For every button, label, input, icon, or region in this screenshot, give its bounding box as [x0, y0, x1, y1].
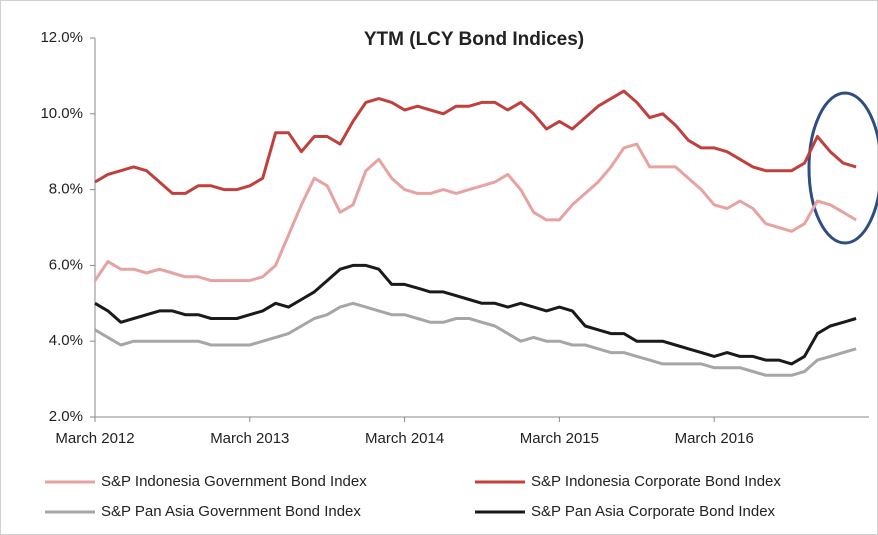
legend-label: S&P Indonesia Corporate Bond Index [531, 473, 781, 490]
highlight-ellipse [807, 91, 878, 245]
y-tick-label: 4.0% [49, 332, 83, 349]
y-tick-label: 12.0% [40, 29, 83, 46]
y-tick-label: 2.0% [49, 408, 83, 425]
series-line [94, 301, 857, 377]
chart-title: YTM (LCY Bond Indices) [364, 29, 584, 50]
y-tick-label: 10.0% [40, 105, 83, 122]
x-tick-label: March 2014 [365, 430, 444, 447]
series-line [94, 263, 857, 366]
series-line [94, 89, 857, 195]
x-tick-label: March 2015 [520, 430, 599, 447]
series-line [93, 142, 857, 283]
y-tick-label: 6.0% [49, 256, 83, 273]
x-tick-label: March 2016 [675, 430, 754, 447]
x-tick-label: March 2012 [55, 430, 134, 447]
legend-label: S&P Pan Asia Government Bond Index [101, 503, 361, 520]
legend-label: S&P Pan Asia Corporate Bond Index [531, 503, 776, 520]
y-tick-label: 8.0% [49, 181, 83, 198]
x-tick-label: March 2013 [210, 430, 289, 447]
legend-label: S&P Indonesia Government Bond Index [101, 473, 367, 490]
